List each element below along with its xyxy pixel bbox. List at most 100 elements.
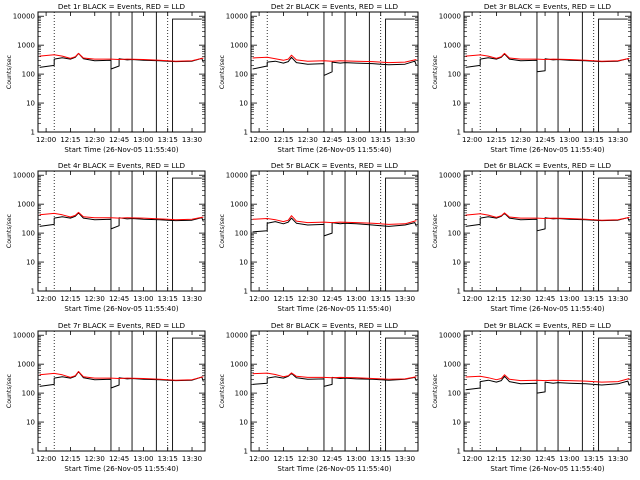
chart-panel-4: Det 4r BLACK = Events, RED = LLD Start Ti… (6, 161, 206, 313)
x-tick-label: 12:00 (462, 136, 482, 144)
y-tick-label: 100 (22, 390, 35, 398)
event-step-line (172, 18, 202, 132)
plot-frame (463, 330, 632, 452)
series-line-lld (252, 54, 417, 64)
series-line-events (252, 217, 417, 237)
y-tick-label: 1000 (443, 361, 461, 369)
x-tick-label: 13:15 (371, 295, 391, 303)
y-tick-label: 1000 (17, 201, 35, 209)
x-tick-label: 13:00 (559, 295, 579, 303)
x-tick-label: 12:00 (36, 455, 56, 463)
y-tick-label: 10000 (439, 13, 461, 21)
y-tick-label: 10000 (13, 172, 35, 180)
y-axis-label: Counts/sec (432, 373, 439, 408)
event-step-line (598, 337, 628, 451)
event-step-line (385, 18, 415, 132)
y-tick-label: 100 (448, 390, 461, 398)
y-tick-label: 1 (31, 129, 35, 137)
x-tick-label: 13:15 (158, 136, 178, 144)
y-axis-label: Counts/sec (432, 54, 439, 89)
x-tick-label: 12:00 (36, 136, 56, 144)
y-axis-label: Counts/sec (6, 373, 13, 408)
y-tick-label: 10 (239, 100, 248, 108)
chart-panel-3: Det 3r BLACK = Events, RED = LLD Start Ti… (432, 2, 632, 154)
y-tick-label: 100 (235, 390, 248, 398)
x-tick-label: 12:15 (273, 136, 293, 144)
y-tick-label: 1000 (443, 201, 461, 209)
y-tick-label: 1 (31, 448, 35, 456)
x-tick-label: 12:30 (85, 136, 105, 144)
series-line-lld (252, 372, 417, 380)
y-tick-label: 10 (239, 419, 248, 427)
x-tick-label: 13:00 (346, 136, 366, 144)
x-tick-label: 12:30 (298, 455, 318, 463)
x-tick-label: 13:30 (182, 295, 202, 303)
x-tick-label: 12:15 (486, 295, 506, 303)
x-tick-label: 12:15 (60, 455, 80, 463)
plot-frame (37, 11, 206, 133)
chart-title: Det 2r BLACK = Events, RED = LLD (271, 2, 399, 11)
y-tick-label: 1000 (230, 201, 248, 209)
chart-title: Det 5r BLACK = Events, RED = LLD (271, 161, 399, 170)
series-line-lld (465, 52, 630, 62)
chart-title: Det 9r BLACK = Events, RED = LLD (484, 321, 612, 330)
x-tick-label: 12:30 (298, 136, 318, 144)
chart-panel-7: Det 7r BLACK = Events, RED = LLD Start Ti… (6, 321, 206, 473)
series-line-lld (39, 52, 204, 62)
x-tick-label: 13:00 (559, 136, 579, 144)
x-tick-label: 13:30 (608, 136, 628, 144)
x-tick-label: 12:15 (60, 136, 80, 144)
y-tick-label: 1000 (230, 361, 248, 369)
y-tick-label: 1 (457, 288, 461, 296)
y-tick-label: 1 (244, 129, 248, 137)
chart-title: Det 1r BLACK = Events, RED = LLD (58, 2, 186, 11)
series-line-events (39, 212, 204, 230)
x-tick-label: 12:00 (249, 136, 269, 144)
x-tick-label: 13:15 (371, 455, 391, 463)
y-axis-label: Counts/sec (6, 213, 13, 248)
x-tick-label: 13:15 (158, 295, 178, 303)
plot-frame (37, 330, 206, 452)
x-tick-label: 12:45 (109, 455, 129, 463)
x-tick-label: 12:30 (85, 455, 105, 463)
y-tick-label: 10000 (226, 172, 248, 180)
y-axis-label: Counts/sec (432, 213, 439, 248)
series-line-lld (39, 371, 204, 381)
x-tick-label: 13:30 (395, 136, 415, 144)
chart-panel-5: Det 5r BLACK = Events, RED = LLD Start Ti… (219, 161, 419, 313)
x-tick-label: 13:30 (608, 455, 628, 463)
y-tick-label: 1 (457, 129, 461, 137)
chart-title: Det 3r BLACK = Events, RED = LLD (484, 2, 612, 11)
x-axis-label: Start Time (26-Nov-05 11:55:40) (64, 465, 178, 473)
series-line-events (465, 375, 630, 394)
y-tick-label: 100 (22, 71, 35, 79)
x-tick-label: 13:00 (133, 455, 153, 463)
x-tick-label: 12:45 (109, 136, 129, 144)
x-tick-label: 12:15 (273, 455, 293, 463)
series-line-lld (465, 212, 630, 221)
x-tick-label: 12:00 (249, 455, 269, 463)
x-tick-label: 12:30 (511, 455, 531, 463)
chart-title: Det 7r BLACK = Events, RED = LLD (58, 321, 186, 330)
x-tick-label: 12:00 (462, 295, 482, 303)
x-tick-label: 12:15 (486, 136, 506, 144)
y-axis-label: Counts/sec (219, 54, 226, 89)
plot-frame (463, 170, 632, 292)
chart-panel-6: Det 6r BLACK = Events, RED = LLD Start Ti… (432, 161, 632, 313)
y-tick-label: 10000 (439, 172, 461, 180)
x-tick-label: 13:00 (559, 455, 579, 463)
x-tick-label: 13:15 (371, 136, 391, 144)
x-axis-label: Start Time (26-Nov-05 11:55:40) (64, 305, 178, 313)
x-tick-label: 12:15 (60, 295, 80, 303)
y-tick-label: 1 (244, 448, 248, 456)
x-tick-label: 12:00 (36, 295, 56, 303)
event-step-line (598, 177, 628, 291)
y-tick-label: 10 (452, 100, 461, 108)
event-step-line (172, 177, 202, 291)
y-tick-label: 1 (31, 288, 35, 296)
x-axis-label: Start Time (26-Nov-05 11:55:40) (490, 465, 604, 473)
x-tick-label: 12:45 (322, 455, 342, 463)
series-line-lld (39, 211, 204, 221)
x-axis-label: Start Time (26-Nov-05 11:55:40) (490, 146, 604, 154)
